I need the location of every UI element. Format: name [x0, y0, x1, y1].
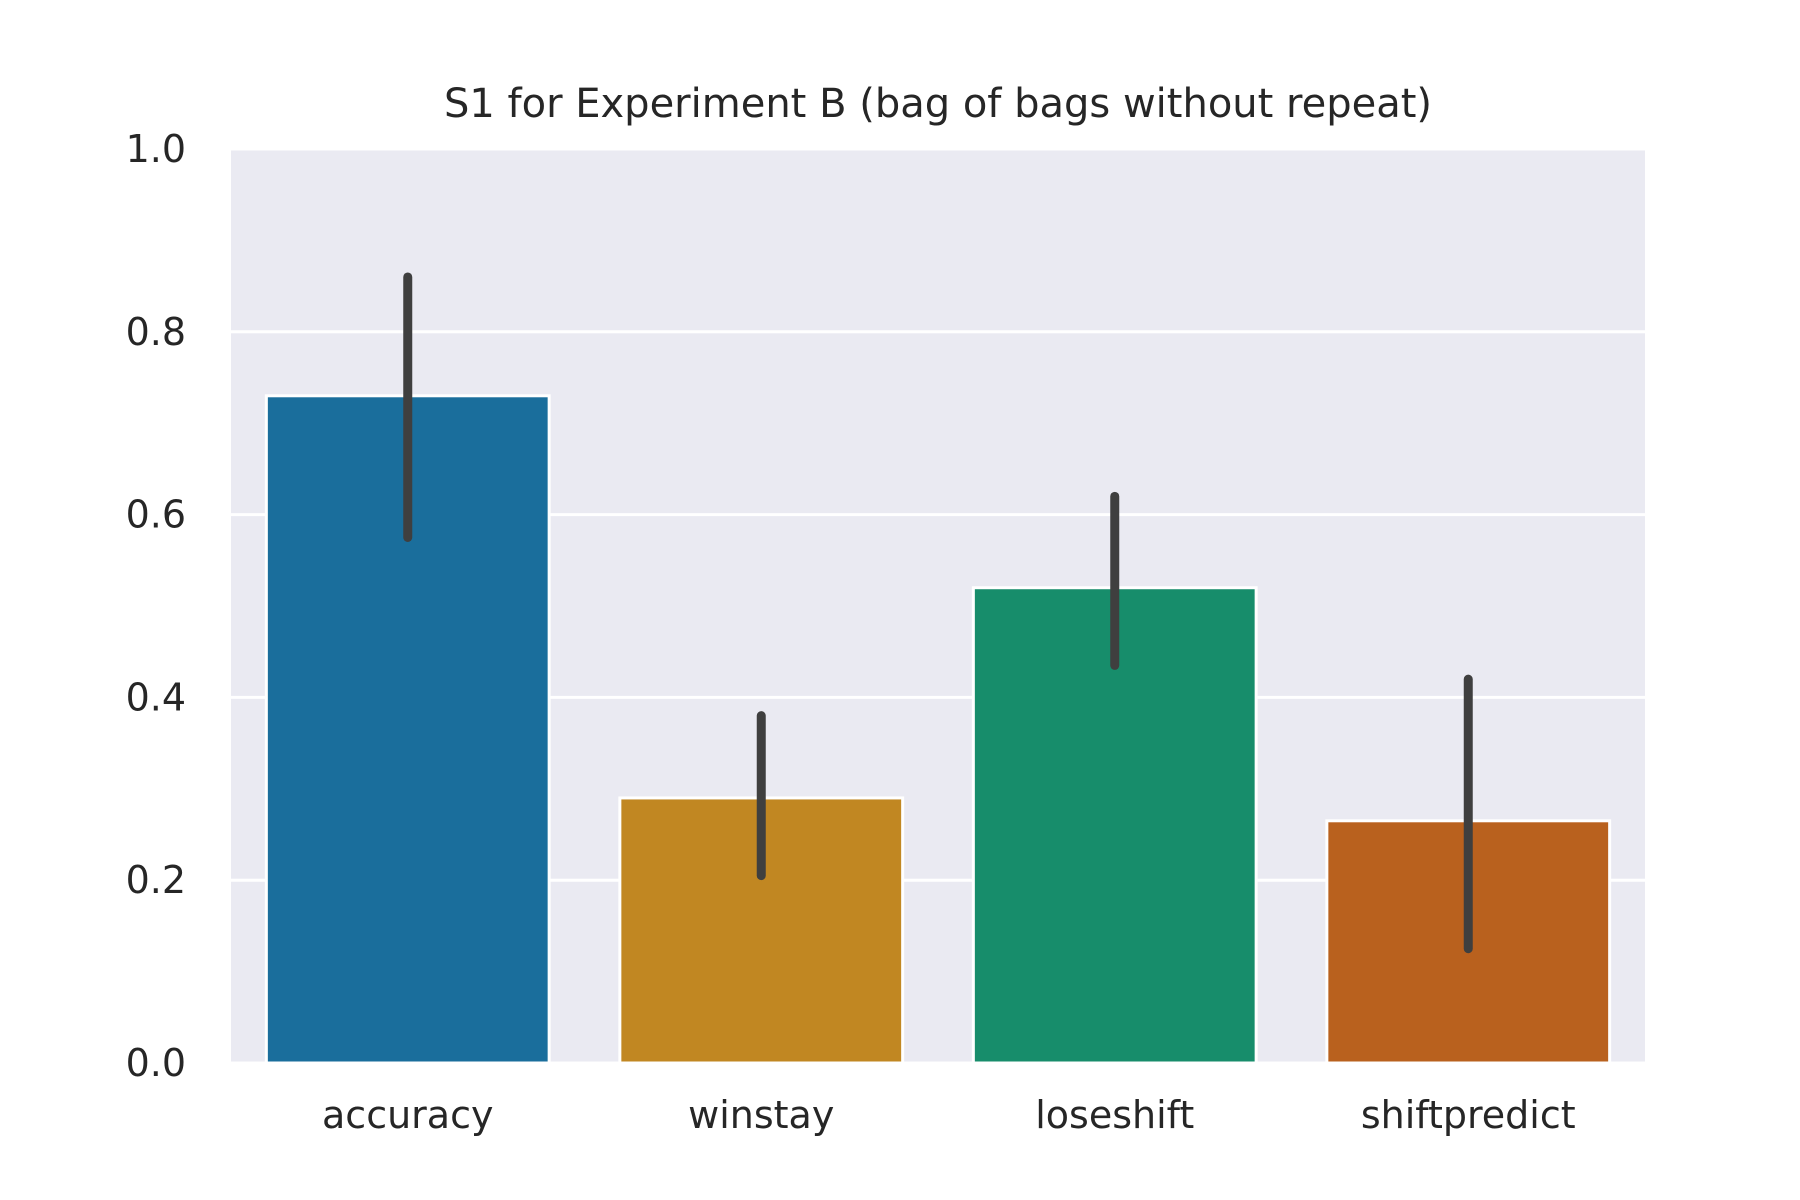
x-tick-label: shiftpredict: [1361, 1093, 1576, 1137]
x-tick-label: winstay: [688, 1093, 834, 1137]
y-axis-ticks: 0.0 0.2 0.4 0.6 0.8 1.0: [126, 127, 186, 1085]
x-tick-label: loseshift: [1035, 1093, 1194, 1137]
y-tick-label: 1.0: [126, 127, 186, 171]
y-tick-label: 0.4: [126, 675, 186, 719]
x-tick-label: accuracy: [322, 1093, 493, 1137]
y-tick-label: 0.8: [126, 310, 186, 354]
y-tick-label: 0.6: [126, 493, 186, 537]
y-tick-label: 0.2: [126, 858, 186, 902]
y-tick-label: 0.0: [126, 1041, 186, 1085]
error-bars: [403, 272, 1473, 954]
chart-title: S1 for Experiment B (bag of bags without…: [444, 81, 1432, 127]
x-axis-ticks: accuracy winstay loseshift shiftpredict: [322, 1093, 1576, 1137]
